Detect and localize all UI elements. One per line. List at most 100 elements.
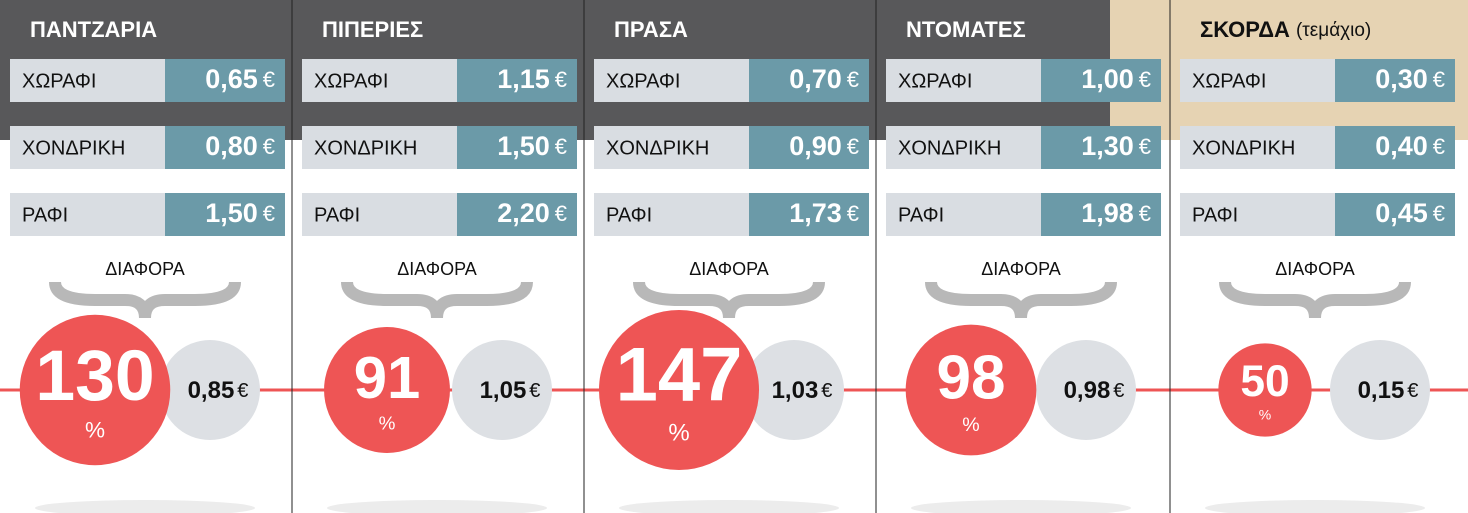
difference-label: ΔΙΑΦΟΡΑ bbox=[105, 259, 185, 279]
row-label: ΡΑΦΙ bbox=[22, 204, 68, 226]
price-part: € bbox=[1433, 134, 1445, 159]
column-title: ΣΚΟΡΔΑ (τεμάχιο) bbox=[1200, 17, 1371, 42]
price-part: € bbox=[555, 134, 567, 159]
row-label: ΧΩΡΑΦΙ bbox=[314, 70, 388, 92]
price-part: € bbox=[1139, 134, 1151, 159]
price-part: 0,45 bbox=[1375, 198, 1428, 228]
row-label: ΡΑΦΙ bbox=[314, 204, 360, 226]
difference-value: 0,98€ bbox=[1064, 377, 1125, 404]
column-title-part: ΠΡΑΣΑ bbox=[614, 17, 688, 42]
column-title: ΠΡΑΣΑ bbox=[614, 17, 688, 42]
column-title: ΠΑΝΤΖΑΡΙΑ bbox=[30, 17, 157, 42]
row-label: ΧΩΡΑΦΙ bbox=[22, 70, 96, 92]
price-part: € bbox=[1139, 67, 1151, 92]
row-label: ΧΩΡΑΦΙ bbox=[1192, 70, 1266, 92]
price: 0,90€ bbox=[789, 131, 859, 161]
difference-value: 1,03€ bbox=[772, 377, 833, 404]
price: 1,73€ bbox=[789, 198, 859, 228]
price-part: € bbox=[263, 134, 275, 159]
row-label: ΧΩΡΑΦΙ bbox=[898, 70, 972, 92]
difference-value-part: 0,15 bbox=[1358, 377, 1405, 404]
brace bbox=[1225, 282, 1405, 318]
difference-value-part: € bbox=[529, 380, 540, 402]
difference-value-part: 0,98 bbox=[1064, 377, 1111, 404]
price-part: 0,65 bbox=[205, 64, 258, 94]
price-part: 0,70 bbox=[789, 64, 842, 94]
price-part: 2,20 bbox=[497, 198, 550, 228]
difference-value: 1,05€ bbox=[480, 377, 541, 404]
difference-value-part: € bbox=[1113, 380, 1124, 402]
price: 1,15€ bbox=[497, 64, 567, 94]
price-part: € bbox=[847, 134, 859, 159]
difference-value-part: 1,05 bbox=[480, 377, 527, 404]
row-label: ΡΑΦΙ bbox=[1192, 204, 1238, 226]
price: 1,00€ bbox=[1081, 64, 1151, 94]
row-label: ΧΟΝΔΡΙΚΗ bbox=[1192, 137, 1295, 159]
shadow bbox=[1205, 500, 1425, 513]
price-part: € bbox=[1139, 201, 1151, 226]
difference-value-part: € bbox=[237, 380, 248, 402]
infographic: ΠΑΝΤΖΑΡΙΑΧΩΡΑΦΙ0,65€ΧΟΝΔΡΙΚΗ0,80€ΡΑΦΙ1,5… bbox=[0, 0, 1468, 513]
difference-value-part: 1,03 bbox=[772, 377, 819, 404]
difference-value: 0,15€ bbox=[1358, 377, 1419, 404]
price: 1,50€ bbox=[497, 131, 567, 161]
difference-value-part: 0,85 bbox=[188, 377, 235, 404]
percent-sign: % bbox=[379, 414, 396, 435]
column-title: ΝΤΟΜΑΤΕΣ bbox=[906, 17, 1026, 42]
price-part: € bbox=[1433, 67, 1445, 92]
price: 0,65€ bbox=[205, 64, 275, 94]
percent-sign: % bbox=[668, 419, 689, 446]
price-part: € bbox=[847, 67, 859, 92]
column-title-part: ΠΑΝΤΖΑΡΙΑ bbox=[30, 17, 157, 42]
price: 1,50€ bbox=[205, 198, 275, 228]
price: 0,40€ bbox=[1375, 131, 1445, 161]
price: 0,45€ bbox=[1375, 198, 1445, 228]
price-part: 1,30 bbox=[1081, 131, 1134, 161]
difference-label: ΔΙΑΦΟΡΑ bbox=[689, 259, 769, 279]
percent-sign: % bbox=[85, 417, 105, 442]
price-part: € bbox=[555, 67, 567, 92]
percent-value: 98 bbox=[936, 344, 1005, 413]
price-part: 0,30 bbox=[1375, 64, 1428, 94]
column-title-part: (τεμάχιο) bbox=[1296, 20, 1371, 41]
price-part: € bbox=[263, 201, 275, 226]
difference-label: ΔΙΑΦΟΡΑ bbox=[1275, 259, 1355, 279]
row-label: ΧΩΡΑΦΙ bbox=[606, 70, 680, 92]
row-label: ΡΑΦΙ bbox=[606, 204, 652, 226]
column-title-part: ΠΙΠΕΡΙΕΣ bbox=[322, 17, 423, 42]
price: 0,80€ bbox=[205, 131, 275, 161]
percent-value: 130 bbox=[35, 336, 154, 416]
price: 1,98€ bbox=[1081, 198, 1151, 228]
difference-value-part: € bbox=[821, 380, 832, 402]
row-label: ΧΟΝΔΡΙΚΗ bbox=[898, 137, 1001, 159]
brace bbox=[55, 282, 235, 318]
price-part: € bbox=[1433, 201, 1445, 226]
price-part: 1,50 bbox=[205, 198, 258, 228]
difference-label: ΔΙΑΦΟΡΑ bbox=[981, 259, 1061, 279]
percent-value: 147 bbox=[616, 332, 743, 417]
column-title: ΠΙΠΕΡΙΕΣ bbox=[322, 17, 423, 42]
column-title-part: ΣΚΟΡΔΑ bbox=[1200, 17, 1290, 42]
percent-sign: % bbox=[1259, 406, 1271, 422]
percent-value: 91 bbox=[354, 344, 421, 411]
row-label: ΡΑΦΙ bbox=[898, 204, 944, 226]
price-part: 1,15 bbox=[497, 64, 550, 94]
row-label: ΧΟΝΔΡΙΚΗ bbox=[22, 137, 125, 159]
shadow bbox=[35, 500, 255, 513]
price-part: € bbox=[263, 67, 275, 92]
row-label: ΧΟΝΔΡΙΚΗ bbox=[606, 137, 709, 159]
price-part: € bbox=[847, 201, 859, 226]
difference-value: 0,85€ bbox=[188, 377, 249, 404]
brace bbox=[347, 282, 527, 318]
price-part: € bbox=[555, 201, 567, 226]
brace bbox=[931, 282, 1111, 318]
row-label: ΧΟΝΔΡΙΚΗ bbox=[314, 137, 417, 159]
shadow bbox=[619, 500, 839, 513]
percent-sign: % bbox=[962, 414, 979, 436]
price-part: 1,98 bbox=[1081, 198, 1134, 228]
percent-value: 50 bbox=[1240, 357, 1289, 406]
price-part: 1,50 bbox=[497, 131, 550, 161]
difference-value-part: € bbox=[1407, 380, 1418, 402]
price-part: 0,40 bbox=[1375, 131, 1428, 161]
page: ΠΑΝΤΖΑΡΙΑΧΩΡΑΦΙ0,65€ΧΟΝΔΡΙΚΗ0,80€ΡΑΦΙ1,5… bbox=[0, 0, 1468, 513]
